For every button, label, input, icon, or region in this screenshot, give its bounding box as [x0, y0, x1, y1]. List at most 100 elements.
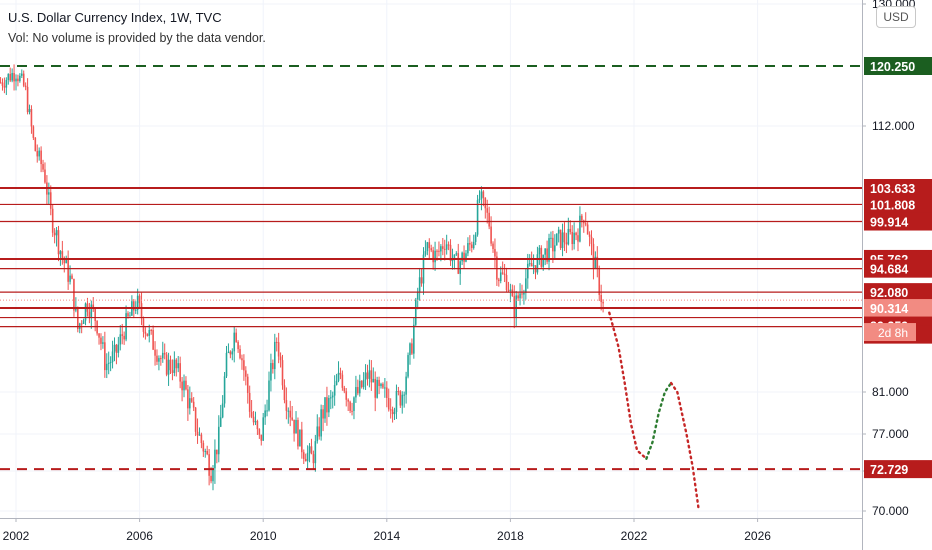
- candle-body: [426, 242, 429, 252]
- candle-down: [94, 307, 96, 332]
- price-label-resistance-bg: [864, 212, 932, 231]
- candle-down: [194, 406, 197, 437]
- candle-up: [476, 194, 479, 237]
- candle-up: [129, 311, 131, 317]
- candle-up: [131, 295, 133, 316]
- candle-body: [395, 391, 398, 413]
- candle-down: [517, 292, 519, 301]
- candle-body: [266, 410, 268, 412]
- candle-down: [202, 440, 205, 458]
- candle-up: [75, 297, 77, 313]
- candle-body: [577, 235, 579, 242]
- candle-down: [322, 405, 324, 432]
- candle-down: [57, 225, 60, 262]
- candle-body: [277, 342, 280, 357]
- candle-body: [511, 289, 514, 297]
- candle-body: [335, 380, 338, 386]
- candle-body: [241, 358, 243, 361]
- candle-body: [51, 208, 54, 233]
- candle-body: [463, 252, 465, 262]
- candle-down: [382, 382, 384, 389]
- candle-body: [465, 253, 467, 262]
- candle-up: [183, 374, 185, 398]
- candle-down: [449, 239, 452, 266]
- candle-up: [364, 364, 367, 390]
- candle-down: [386, 381, 388, 408]
- currency-button[interactable]: USD: [876, 6, 916, 28]
- candle-body: [173, 359, 176, 373]
- candle-body: [210, 475, 212, 482]
- candle-body: [438, 250, 440, 252]
- candle-up: [358, 374, 361, 397]
- candle-body: [565, 242, 568, 245]
- candle-body: [105, 363, 108, 371]
- candle-body: [264, 410, 266, 418]
- candle-up: [405, 371, 407, 404]
- candle-down: [484, 197, 487, 219]
- candle-down: [498, 277, 500, 287]
- candle-body: [171, 370, 174, 373]
- candle-body: [140, 303, 143, 319]
- candle-body: [341, 374, 344, 388]
- candle-body: [461, 252, 463, 262]
- candle-body: [84, 303, 87, 321]
- candle-down: [283, 379, 286, 404]
- candle-down: [507, 281, 510, 293]
- candle-body: [1, 82, 4, 86]
- candle-up: [231, 348, 234, 361]
- candle-body: [331, 395, 334, 398]
- candle-body: [472, 241, 475, 248]
- candle-down: [123, 331, 125, 345]
- candle-body: [217, 426, 220, 455]
- candle-down: [171, 359, 174, 381]
- y-tick-label: 81.000: [872, 385, 909, 399]
- candle-body: [202, 443, 205, 452]
- candle-up: [223, 371, 226, 408]
- y-tick-label: 130.000: [872, 0, 916, 11]
- candle-body: [590, 236, 593, 244]
- candle-down: [559, 229, 562, 251]
- candle-body: [160, 358, 162, 360]
- candle-body: [519, 293, 521, 299]
- candle-up: [393, 407, 396, 420]
- candle-body: [542, 254, 545, 267]
- candle-down: [77, 306, 79, 333]
- candle-body: [310, 446, 313, 455]
- candle-up: [5, 77, 8, 95]
- candle-down: [571, 225, 573, 251]
- x-tick-label: 2010: [250, 529, 277, 543]
- candle-body: [0, 82, 2, 84]
- candle-down: [163, 343, 166, 360]
- candle-body: [370, 370, 373, 383]
- candle-down: [302, 449, 305, 464]
- candle-body: [557, 229, 560, 234]
- chart-title: U.S. Dollar Currency Index, 1W, TVC: [8, 10, 222, 25]
- candle-up: [594, 251, 597, 270]
- candle-body: [63, 257, 66, 264]
- candle-body: [221, 403, 224, 418]
- candle-body: [179, 363, 181, 382]
- candle-body: [161, 352, 164, 359]
- price-label-resistance-bg: [864, 195, 932, 214]
- candle-down: [169, 355, 172, 374]
- candle-body: [579, 215, 581, 242]
- candle-down: [470, 241, 473, 253]
- candle-down: [239, 345, 241, 360]
- candle-down: [492, 241, 494, 253]
- candle-up: [472, 234, 475, 250]
- candle-body: [187, 389, 189, 409]
- candle-body: [256, 421, 259, 430]
- candle-body: [301, 429, 303, 453]
- volume-note: Vol: No volume is provided by the data v…: [8, 31, 266, 45]
- candle-body: [498, 279, 500, 282]
- candle-body: [163, 352, 166, 355]
- candle-down: [584, 212, 587, 227]
- candle-body: [598, 268, 601, 296]
- candle-body: [252, 416, 255, 423]
- candle-body: [169, 359, 172, 371]
- candle-down: [443, 239, 446, 261]
- candle-body: [134, 309, 137, 311]
- candle-down: [345, 388, 348, 407]
